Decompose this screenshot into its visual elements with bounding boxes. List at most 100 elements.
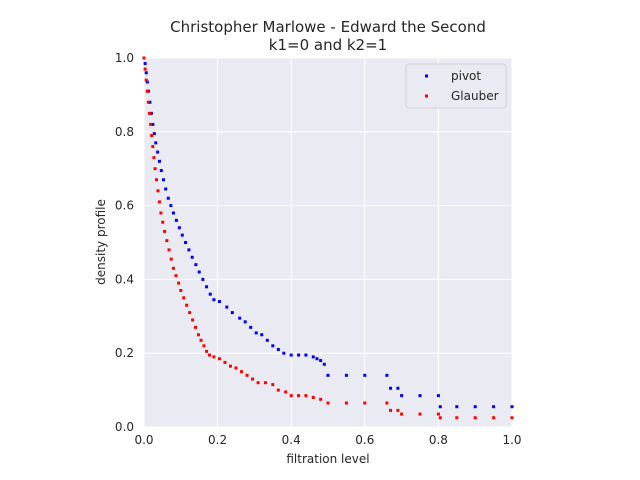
data-point	[179, 288, 183, 292]
data-point	[143, 67, 147, 71]
data-point	[194, 263, 198, 267]
legend: pivot Glauber	[405, 63, 507, 109]
data-point	[436, 412, 440, 416]
data-point	[150, 133, 154, 137]
data-point	[304, 353, 308, 357]
legend-label: Glauber	[451, 89, 499, 103]
data-point	[385, 373, 389, 377]
data-point	[326, 401, 330, 405]
data-point	[180, 233, 184, 237]
data-point	[162, 178, 166, 182]
tick-labels: 0.0 0.2 0.4 0.6 0.8 1.0 0.0 0.2 0.4 0.6 0.8 1.0	[115, 51, 522, 447]
data-point	[154, 141, 158, 145]
data-point	[473, 405, 477, 409]
data-point	[217, 357, 221, 361]
data-point	[510, 416, 514, 420]
data-point	[191, 318, 195, 322]
data-point	[276, 348, 280, 352]
data-point	[271, 383, 275, 387]
y-axis-label: density profile	[94, 199, 108, 285]
data-point	[145, 89, 149, 93]
data-point	[199, 338, 203, 342]
data-point	[438, 405, 442, 409]
legend-marker	[425, 74, 428, 78]
y-tick-label: 1.0	[115, 51, 134, 65]
data-point	[344, 373, 348, 377]
x-tick-label: 0.4	[282, 433, 301, 447]
x-tick-label: 0.8	[429, 433, 448, 447]
data-point	[151, 122, 155, 126]
series-glauber	[142, 56, 514, 420]
data-point	[149, 122, 153, 126]
data-point	[311, 355, 315, 359]
data-point	[284, 390, 288, 394]
data-point	[161, 220, 165, 224]
data-point	[245, 373, 249, 377]
data-point	[188, 311, 192, 315]
data-point	[297, 353, 301, 357]
data-point	[171, 266, 175, 270]
data-point	[418, 394, 422, 398]
data-point	[243, 320, 247, 324]
data-point	[153, 167, 157, 171]
y-tick-label: 0.6	[115, 199, 134, 213]
data-point	[144, 71, 148, 75]
data-point	[256, 381, 260, 385]
data-point	[152, 156, 156, 160]
grid	[143, 57, 513, 428]
data-point	[164, 187, 168, 191]
data-point	[436, 394, 440, 398]
data-point	[212, 355, 216, 359]
data-point	[400, 394, 404, 398]
data-point	[510, 405, 514, 409]
data-point	[326, 373, 330, 377]
data-point	[289, 394, 293, 398]
data-point	[205, 349, 209, 353]
data-point	[202, 344, 206, 348]
data-point	[182, 296, 186, 300]
data-point	[492, 416, 496, 420]
data-point	[190, 255, 194, 259]
data-point	[230, 311, 234, 315]
data-point	[194, 325, 198, 329]
data-point	[187, 248, 191, 252]
data-point	[166, 196, 170, 200]
data-point	[196, 333, 200, 337]
data-point	[282, 351, 286, 355]
data-point	[184, 241, 188, 244]
data-point	[156, 189, 160, 193]
data-point	[260, 333, 264, 337]
y-tick-label: 0.4	[115, 272, 134, 286]
data-point	[251, 377, 255, 381]
data-point	[208, 292, 212, 296]
data-point	[157, 200, 161, 204]
data-point	[240, 370, 244, 374]
data-point	[363, 401, 367, 405]
data-point	[297, 394, 301, 398]
data-point	[146, 100, 150, 104]
x-tick-label: 0.2	[208, 433, 227, 447]
data-point	[165, 239, 169, 243]
data-point	[143, 62, 147, 66]
data-point	[142, 56, 146, 60]
y-tick-label: 0.0	[115, 420, 134, 434]
data-point	[455, 405, 459, 409]
data-point	[315, 357, 319, 361]
x-tick-label: 0.6	[355, 433, 374, 447]
data-point	[174, 218, 178, 222]
data-point	[311, 395, 315, 399]
data-point	[396, 386, 400, 390]
data-point	[163, 229, 167, 233]
data-point	[197, 270, 201, 274]
data-point	[385, 401, 389, 405]
data-point	[271, 344, 275, 348]
legend-marker	[425, 94, 428, 98]
x-axis-label: filtration level	[286, 452, 369, 466]
data-point	[400, 412, 404, 416]
data-point	[159, 211, 163, 215]
data-point	[319, 397, 323, 401]
data-point	[389, 386, 393, 390]
data-point	[234, 366, 238, 370]
chart-subtitle: k1=0 and k2=1	[269, 36, 387, 54]
